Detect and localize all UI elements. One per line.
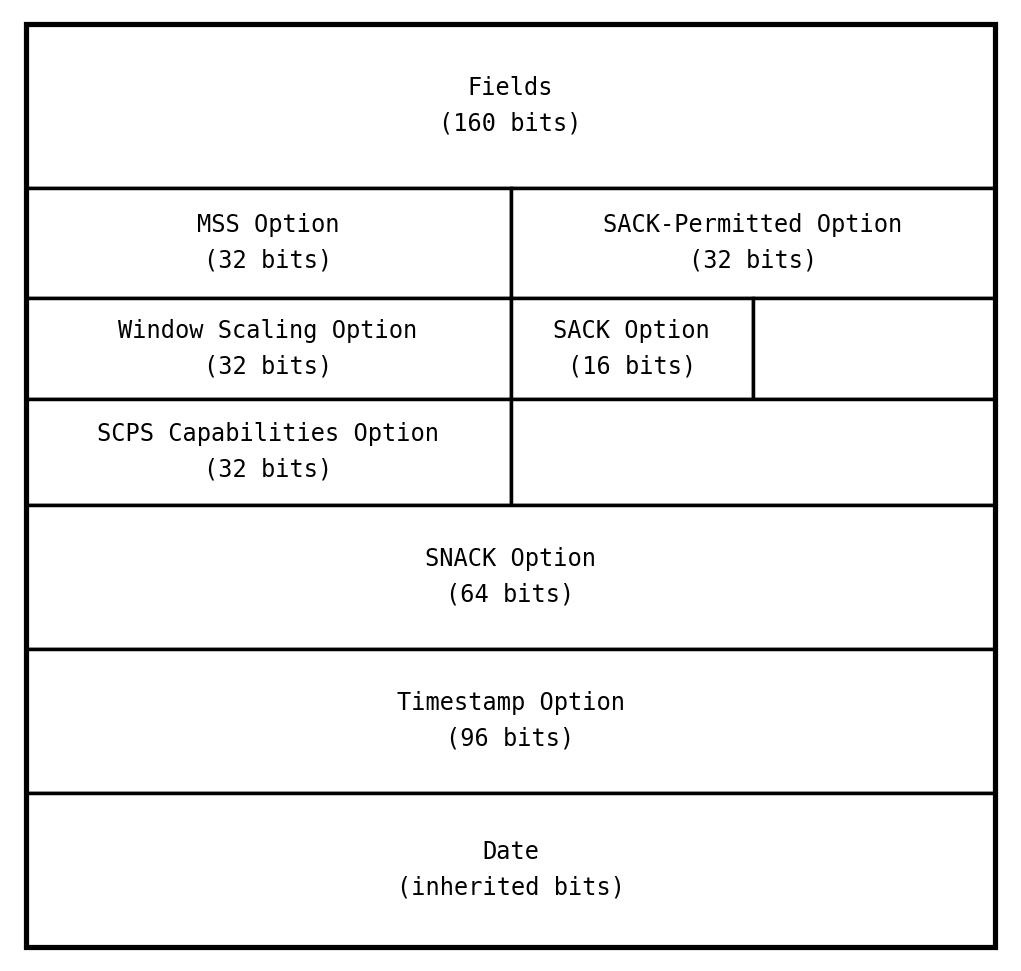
- Bar: [26, 505, 995, 649]
- Text: Date
(inherited bits): Date (inherited bits): [396, 840, 625, 899]
- Text: SCPS Capabilities Option
(32 bits): SCPS Capabilities Option (32 bits): [97, 422, 439, 482]
- Text: SACK Option
(16 bits): SACK Option (16 bits): [553, 318, 711, 379]
- Bar: [26, 793, 995, 947]
- Text: SNACK Option
(64 bits): SNACK Option (64 bits): [425, 547, 596, 607]
- Bar: [26, 649, 995, 793]
- Text: SACK-Permitted Option
(32 bits): SACK-Permitted Option (32 bits): [603, 214, 903, 273]
- Bar: [510, 298, 753, 399]
- Text: Fields
(160 bits): Fields (160 bits): [439, 77, 582, 136]
- Bar: [510, 399, 995, 505]
- Bar: [26, 298, 510, 399]
- Text: Window Scaling Option
(32 bits): Window Scaling Option (32 bits): [118, 318, 418, 379]
- Bar: [510, 187, 995, 298]
- Text: MSS Option
(32 bits): MSS Option (32 bits): [197, 214, 339, 273]
- Text: Timestamp Option
(96 bits): Timestamp Option (96 bits): [396, 691, 625, 751]
- Bar: [752, 298, 995, 399]
- Bar: [26, 24, 995, 187]
- Bar: [26, 187, 510, 298]
- Bar: [26, 399, 510, 505]
